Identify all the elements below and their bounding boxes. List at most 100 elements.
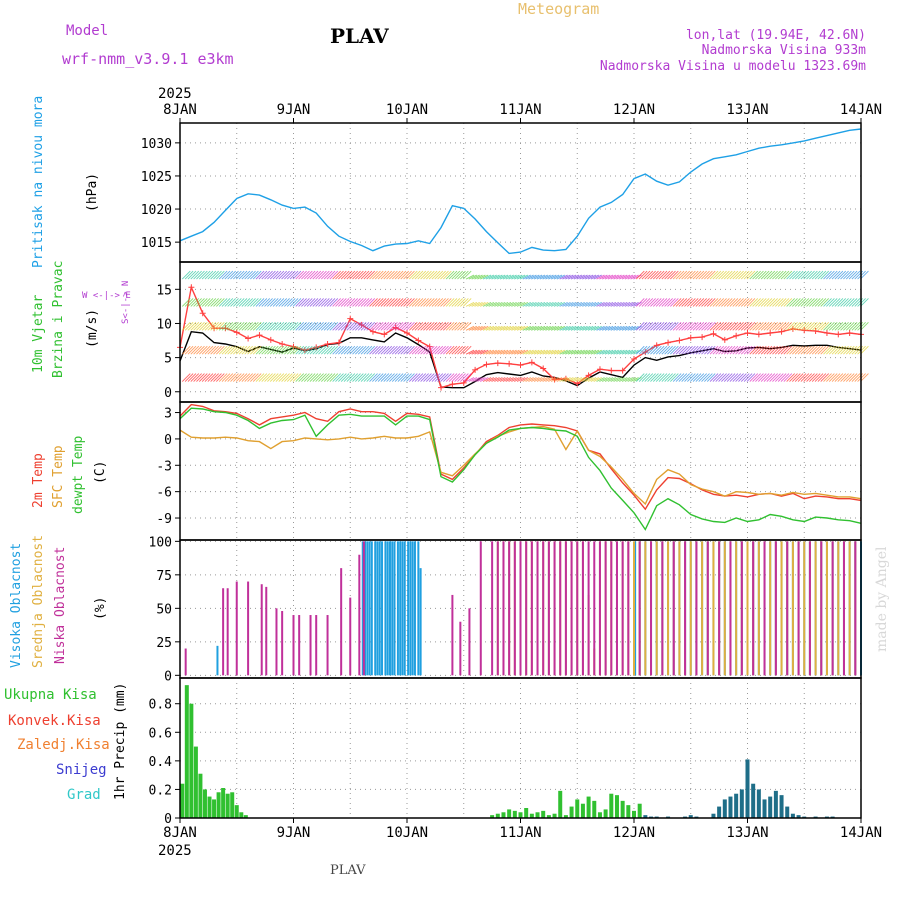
wind-barb	[391, 298, 401, 307]
wind-barb	[468, 377, 478, 382]
time-label-bottom: 12JAN	[613, 825, 655, 841]
wind-barb	[488, 274, 497, 280]
legend-ukupna-kisa: Ukupna Kisa	[4, 687, 97, 703]
wind-barb	[394, 270, 404, 280]
wind-barb	[343, 373, 353, 382]
wind-barb	[252, 373, 262, 382]
cloud-ylabel-1: Visoka Oblacnost	[9, 543, 24, 668]
wind-barb	[806, 345, 815, 355]
wind-barb	[672, 321, 682, 331]
wind-barb	[672, 270, 682, 280]
bar-niska-oblacnost	[508, 541, 511, 676]
wind-barb	[269, 373, 279, 382]
wind-barb	[301, 298, 310, 307]
wind-barb	[477, 301, 486, 307]
wind-barb	[417, 298, 427, 307]
wind-barb	[579, 349, 588, 355]
bar-ukupna-kisa	[216, 792, 221, 818]
wind-barb	[692, 373, 702, 382]
bar-niska-oblacnost	[281, 611, 284, 676]
wind-barb	[718, 345, 727, 355]
wind-barb	[616, 349, 625, 355]
wind-barb	[218, 298, 228, 307]
bar-ukupna-kisa	[620, 800, 625, 818]
bar-snijeg	[751, 783, 756, 818]
wind-barb	[803, 373, 813, 382]
bar-niska-oblacnost	[553, 541, 556, 676]
wind-barb	[800, 298, 810, 307]
wind-barb	[763, 321, 773, 331]
bar-niska-oblacnost	[491, 541, 494, 676]
wind-barb	[216, 321, 225, 331]
wind-barb	[704, 321, 713, 331]
wind-barb	[326, 345, 336, 355]
wind-barb	[408, 298, 418, 307]
wind-barb	[783, 298, 793, 307]
wind-barb	[252, 345, 262, 355]
wind-barb	[275, 270, 285, 280]
wind-barb	[326, 373, 336, 382]
wind-barb	[233, 298, 242, 307]
wind-barb	[320, 321, 330, 331]
bar-niska-oblacnost	[672, 541, 675, 676]
wind-barb	[635, 270, 645, 280]
bar-niska-oblacnost	[247, 581, 250, 676]
wind-barb	[749, 270, 759, 280]
year-bottom: 2025	[158, 843, 192, 859]
wind-barb	[590, 274, 600, 280]
wind-barb	[723, 321, 733, 331]
wind-barb	[440, 298, 449, 307]
wind-barb	[658, 270, 668, 280]
wind-barb	[511, 325, 520, 331]
wind-barb	[582, 349, 591, 355]
wind-barb	[576, 301, 585, 307]
wind-barb	[613, 274, 622, 280]
bar-ukupna-kisa	[490, 815, 495, 818]
pressure-ylabel: Pritisak na nivou mora	[31, 96, 46, 268]
wind-barb	[355, 345, 364, 355]
wind-barb	[689, 345, 699, 355]
wind-barb	[312, 270, 322, 280]
wind-barb	[210, 298, 219, 307]
bar-visoka-oblacnost	[396, 541, 399, 676]
wind-barb	[695, 321, 705, 331]
bar-ukupna-kisa	[243, 815, 248, 818]
wind-barb	[817, 270, 827, 280]
bar-niska-oblacnost	[797, 541, 800, 676]
bar-srednja-oblacnost	[814, 541, 817, 676]
wind-barb	[397, 321, 407, 331]
wind-barb	[539, 325, 548, 331]
wind-barb	[814, 345, 824, 355]
wind-compass-ns: S<-|-> N	[121, 281, 131, 324]
y-tick-label: 1030	[141, 137, 172, 152]
wind-barb	[258, 373, 268, 382]
wind-barb	[213, 345, 222, 355]
wind-barb	[218, 345, 228, 355]
bar-ukupna-kisa	[212, 799, 217, 818]
gust-marker	[517, 362, 524, 369]
wind-barb	[774, 270, 784, 280]
credit-text: made by Angel	[874, 546, 890, 652]
wind-barb	[616, 377, 625, 382]
bar-niska-oblacnost	[349, 597, 352, 676]
wind-barb	[428, 270, 438, 280]
wind-barb	[451, 270, 461, 280]
wind-barb	[298, 298, 307, 307]
wind-barb	[269, 298, 279, 307]
wind-barb	[823, 298, 832, 307]
wind-barb	[295, 373, 305, 382]
wind-barb	[582, 377, 591, 382]
wind-barb	[573, 274, 583, 280]
wind-barb	[522, 301, 531, 307]
wind-barb	[295, 345, 305, 355]
bar-visoka-oblacnost	[409, 541, 412, 676]
wind-barb	[207, 345, 217, 355]
wind-barb	[326, 321, 336, 331]
wind-barb	[735, 270, 744, 280]
wind-barb	[678, 321, 688, 331]
wind-barb	[326, 270, 336, 280]
wind-barb	[374, 321, 384, 331]
wind-barb	[204, 298, 214, 307]
y-tick-label: -9	[156, 512, 172, 527]
bar-snijeg	[785, 806, 790, 818]
